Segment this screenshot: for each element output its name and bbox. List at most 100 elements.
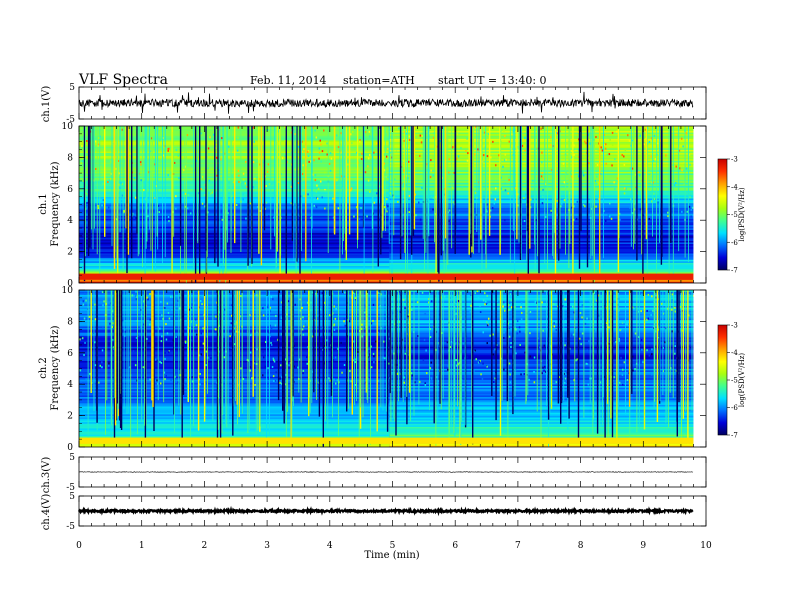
ch2-spectrogram-speckle (407, 315, 409, 318)
ch1-spectrogram-speckle (290, 185, 293, 188)
ch2-spectrogram-row (389, 322, 694, 325)
ch2-spectrogram-speckle (392, 312, 394, 315)
ch1-spectrogram-speckle (423, 150, 425, 153)
ch1-spectrogram-speckle (407, 146, 410, 149)
ch1-spectrogram-speckle (461, 186, 463, 189)
ch1-spectrogram-speckle (272, 216, 275, 219)
ch1-spectrogram-speckle (457, 155, 460, 158)
ch1-spectrogram-speckle (608, 153, 611, 156)
ch2-spectrogram-row (389, 377, 694, 380)
ch2-spectrogram-speckle (478, 361, 481, 363)
ch2-spectrogram-speckle (493, 381, 495, 383)
ch2-spectrogram-row (79, 406, 390, 409)
ch2-spectrogram-speckle (474, 349, 476, 352)
ch1-spectrogram-speckle (175, 195, 177, 198)
ch2-spectrogram-speckle (108, 362, 110, 365)
ch1-spectrogram-row (79, 242, 390, 245)
ch2-spectrogram-speckle (160, 340, 163, 343)
ch1-spectrogram-speckle (590, 207, 593, 210)
ch1-spectrogram-speckle (623, 155, 625, 158)
ch1-spectrogram-speckle (297, 182, 300, 184)
ch2-spectrogram-speckle (674, 352, 676, 355)
ch2-spectrogram-speckle (484, 292, 486, 295)
ch1-spectrogram-speckle (556, 199, 558, 202)
ch1-spectrogram-row (389, 190, 694, 193)
ch1-spectro-ylabel-frequency: Frequency (kHz) (50, 161, 61, 246)
ch1-spectrogram-row (389, 152, 694, 155)
ch1-spectrogram-speckle (455, 157, 458, 160)
ch1-spectrogram-speckle (294, 168, 296, 171)
ch1-spectrogram-speckle (200, 188, 202, 191)
ch2-spectrogram-row (389, 414, 694, 416)
ch2-spectrogram-speckle (544, 365, 546, 368)
ch2-spectrogram-row (79, 407, 390, 410)
ch2-spectrogram-speckle (683, 359, 686, 362)
ch1-spectrogram-speckle (643, 143, 645, 146)
ch2-spectrogram-speckle (570, 317, 572, 320)
ch1-spectrogram-speckle (688, 153, 691, 156)
ch1-spectrogram-row (389, 136, 694, 139)
ch1-spectrogram-speckle (571, 156, 573, 159)
ch2-spectrogram-speckle (486, 321, 488, 324)
ch1-spectrogram-speckle (175, 149, 178, 151)
ch1-spectrogram-row (389, 198, 694, 201)
ch1-spectrogram-speckle (139, 161, 142, 164)
ch2-spectrogram-row (389, 387, 694, 390)
ch2-spectrogram-row (389, 335, 694, 338)
ch2-spectrogram-speckle (229, 335, 231, 338)
ch1-spectrogram-speckle (669, 180, 671, 183)
ch2-spectrogram-speckle (160, 300, 162, 303)
ch2-spectrogram-speckle (190, 320, 192, 323)
ch1-spectrogram-speckle (408, 139, 411, 141)
ch2-spectrogram-speckle (585, 362, 588, 365)
ch1-spectrogram-speckle (541, 195, 544, 198)
ch1-spectrogram-speckle (385, 155, 388, 158)
ch2-spectrogram-row (389, 388, 694, 391)
ch1-spectrogram-speckle (245, 217, 247, 220)
ch1-spectrogram-speckle (432, 136, 435, 139)
ch2-spectrogram-speckle (333, 329, 336, 331)
ch2-spectrogram-speckle (323, 293, 326, 296)
ch3-waveform-trace (78, 471, 694, 473)
ch2-spectrogram-speckle (429, 336, 432, 338)
ch1-spectrogram-speckle (453, 171, 456, 174)
ch2-spectrogram-speckle (372, 303, 375, 306)
ch2-spectrogram-speckle (570, 334, 573, 337)
ch2-spectrogram-speckle (146, 337, 148, 340)
ch1-spectrogram-speckle (131, 218, 134, 221)
ch2-spectrogram-speckle (179, 374, 182, 377)
colorbar-scale (717, 158, 728, 271)
ch1-spectrogram-row (79, 265, 390, 268)
ch1-spectrogram-speckle (302, 164, 304, 167)
ch2-spectrogram-speckle (447, 368, 449, 371)
ch1-spectrogram-speckle (680, 137, 683, 140)
ch1-spectrogram-row (389, 246, 694, 249)
ch2-spectrogram-speckle (377, 331, 379, 334)
ch2-spectrogram-speckle (462, 342, 464, 345)
ch2-spectrogram-speckle (197, 291, 199, 293)
ch2-spectrogram-speckle (349, 370, 351, 373)
ch1-spectrogram-speckle (216, 166, 218, 169)
ch1-spectrogram-speckle (405, 174, 408, 177)
ch2-spectrogram-speckle (503, 337, 505, 339)
ch2-spectrogram-speckle (124, 334, 126, 337)
ch2-spectrogram-speckle (333, 378, 335, 381)
ch2-spectrogram-speckle (302, 318, 305, 321)
ch2-spectrogram-speckle (99, 364, 101, 367)
ch2-spectrogram-row (389, 290, 694, 292)
ch1-spectrogram-row (389, 223, 694, 226)
ch1-spectrogram-speckle (191, 165, 193, 168)
ch1-spectrogram-row (389, 163, 694, 166)
ch1-spectrogram-speckle (321, 150, 324, 153)
ch1-spectrogram-speckle (631, 139, 634, 142)
ch2-spectrogram-row (389, 291, 694, 294)
ch1-spectrogram-speckle (649, 189, 651, 192)
ch2-spectrogram-speckle (504, 321, 506, 324)
ch1-spectrogram-speckle (658, 174, 660, 177)
ch1-spectrogram-speckle (110, 177, 112, 180)
ch1-spectrogram-speckle (237, 169, 240, 172)
ch2-spectrogram-row (389, 313, 694, 316)
ch2-spectrogram-row (389, 384, 694, 387)
ch2-spectrogram-row (389, 344, 694, 347)
ch2-spectrogram-speckle (688, 294, 690, 297)
